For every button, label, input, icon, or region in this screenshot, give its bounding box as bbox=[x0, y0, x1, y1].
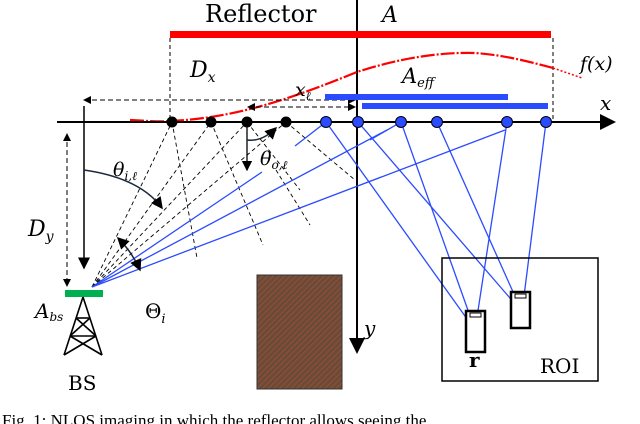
element-dot bbox=[205, 116, 217, 128]
figure-caption: Fig. 1: NLOS imaging in which the reflec… bbox=[0, 412, 640, 424]
y-axis-label: y bbox=[363, 316, 376, 340]
active-element-dot bbox=[501, 116, 513, 128]
f-x-label: f(x) bbox=[578, 53, 613, 75]
reflector-label: Reflector bbox=[205, 0, 317, 28]
active-element-dot bbox=[540, 116, 552, 128]
area-label: A bbox=[380, 3, 398, 28]
surface-profile-tail bbox=[552, 67, 583, 79]
r-label: r bbox=[469, 348, 480, 372]
theta-o-arc bbox=[246, 126, 278, 141]
bs-label: BS bbox=[68, 371, 96, 395]
dx-label: Dx bbox=[189, 58, 216, 86]
phone-icon bbox=[464, 309, 487, 354]
phone-icon bbox=[509, 290, 532, 330]
beam-rays bbox=[91, 121, 547, 331]
active-element-dot bbox=[395, 116, 407, 128]
effective-aperture-bar-1 bbox=[325, 94, 508, 100]
abs-label: Abs bbox=[33, 299, 63, 324]
active-element-dot bbox=[431, 116, 443, 128]
dy-label: Dy bbox=[27, 217, 55, 245]
effective-aperture-bar-2 bbox=[362, 103, 548, 109]
building-obstacle bbox=[256, 274, 343, 390]
theta-i-arc bbox=[83, 169, 163, 210]
roi-label: ROI bbox=[540, 354, 579, 378]
theta-i-label: θi,ℓ bbox=[113, 159, 137, 183]
bs-tower-icon bbox=[63, 296, 103, 356]
reflector-bar bbox=[170, 31, 551, 38]
bs-antenna-array bbox=[65, 290, 103, 297]
xl-label: xℓ bbox=[295, 79, 311, 103]
beamwidth-arc bbox=[116, 236, 142, 272]
active-element-dot bbox=[352, 116, 364, 128]
element-dot bbox=[280, 116, 292, 128]
aeff-label: Aeff bbox=[400, 64, 437, 91]
incident-dashed-rays bbox=[91, 121, 356, 288]
element-dot bbox=[166, 116, 178, 128]
roi-box bbox=[441, 257, 599, 382]
caption-text: Fig. 1: NLOS imaging in which the reflec… bbox=[2, 412, 427, 424]
theta-o-label: θo,ℓ bbox=[260, 148, 288, 172]
x-axis-label: x bbox=[600, 91, 611, 115]
Theta-i-label: Θi bbox=[145, 299, 166, 327]
reflector-elements bbox=[166, 116, 552, 128]
active-element-dot bbox=[320, 116, 332, 128]
